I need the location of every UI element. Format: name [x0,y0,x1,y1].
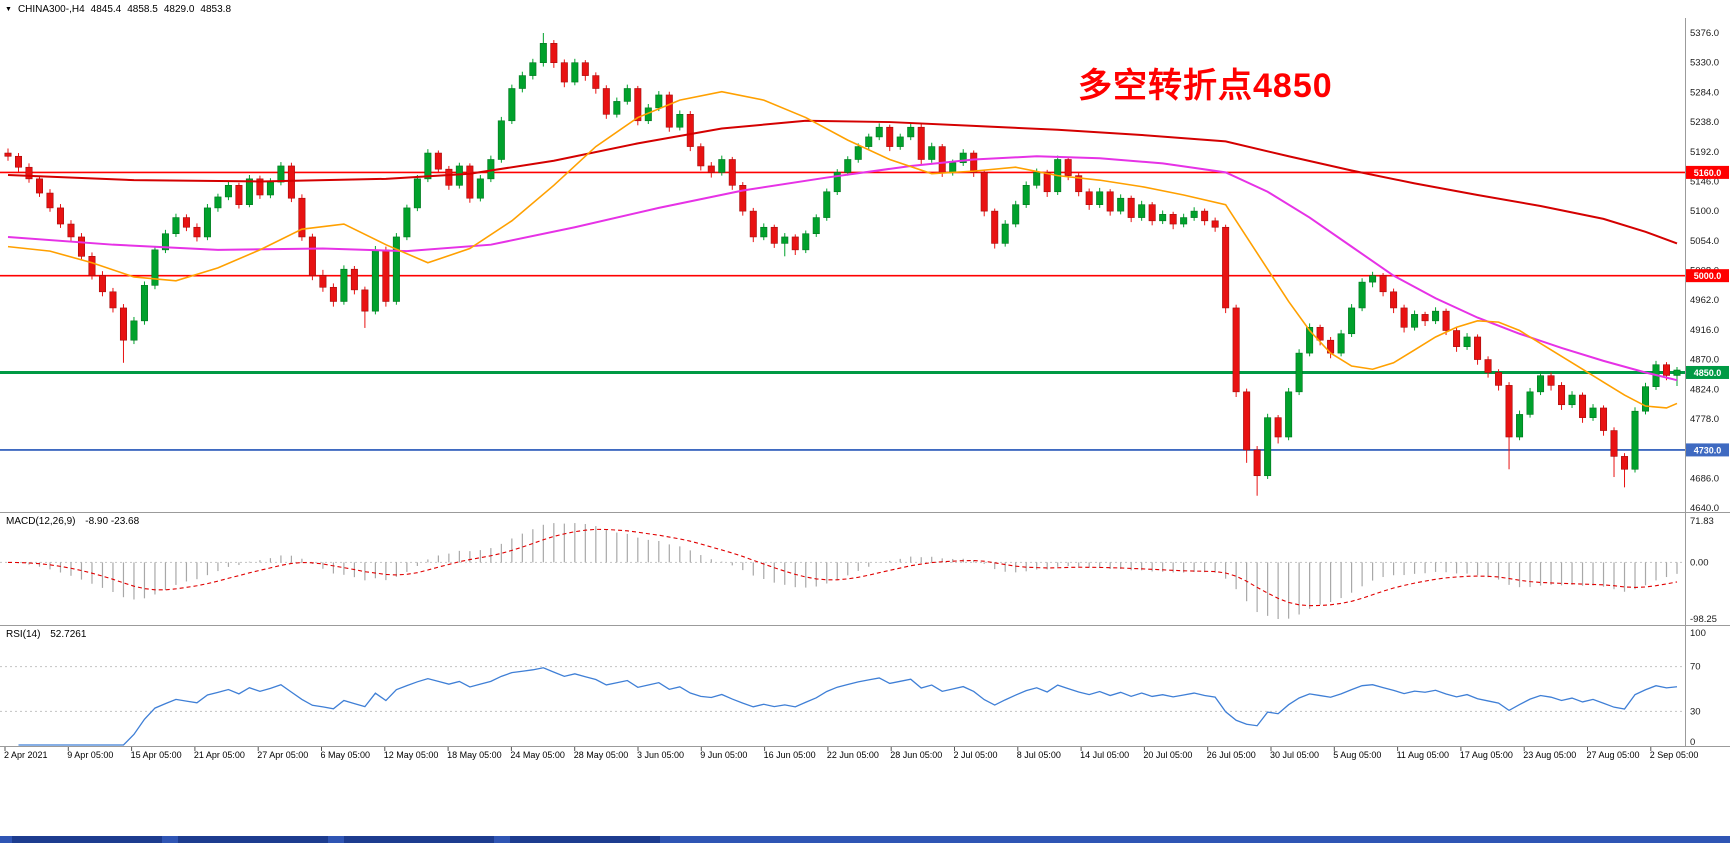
ohlc-open: 4845.4 [90,4,122,15]
rsi-axis-label: 30 [1690,706,1701,717]
rsi-value: 52.7261 [50,629,87,640]
price-level-badge-label: 4850.0 [1694,368,1722,378]
price-axis-label: 4640.0 [1690,503,1719,514]
time-axis-label: 24 May 05:00 [510,750,565,760]
ma-line-fast-orange [7,90,1678,409]
price-axis-label: 5146.0 [1690,176,1719,187]
ma-line-slow-red [7,119,1678,245]
symbol-title: CHINA300-,H4 [17,4,85,15]
price-level-badge [1686,165,1729,179]
rsi-name: RSI(14) [6,629,41,640]
price-axis[interactable]: 5376.0 5330.0 5284.0 5238.0 5192.0 5146.0 5100… [1686,28,1729,748]
time-axis-label: 12 May 05:00 [383,750,439,760]
price-level-badge [1686,365,1729,379]
time-axis-label: 11 Aug 05:00 [1396,750,1449,760]
ma-line-mid-magenta [7,155,1678,382]
macd-values: -8.90 -23.68 [85,516,140,527]
time-axis-label: 14 Jul 05:00 [1080,750,1130,760]
price-axis-label: 4916.0 [1690,325,1719,336]
time-axis-label: 28 May 05:00 [573,750,629,760]
taskbar-segment [510,836,660,843]
price-level-badge [1686,269,1729,283]
time-axis-label: 30 Jul 05:00 [1270,750,1320,760]
price-axis-label: 5192.0 [1690,147,1719,158]
time-axis-label: 18 May 05:00 [447,750,502,760]
time-axis-label: 8 Jul 05:00 [1016,750,1061,760]
rsi-axis-label: 0 [1690,737,1695,748]
time-axis-label: 2 Sep 05:00 [1649,750,1699,760]
taskbar[interactable] [0,836,1730,843]
price-axis-label: 4686.0 [1690,473,1719,484]
macd-axis-label: 71.83 [1690,516,1714,527]
candles-layer [4,33,1681,496]
time-axis-label: 17 Aug 05:00 [1459,750,1513,760]
time-axis-label: 2 Jul 05:00 [953,750,998,760]
price-axis-label: 5330.0 [1690,58,1719,69]
rsi-line [18,667,1678,746]
time-axis-label: 9 Jun 05:00 [700,750,748,760]
price-axis-label: 5238.0 [1690,117,1719,128]
price-level-badge-label: 5000.0 [1694,271,1722,281]
price-level-lines[interactable] [0,171,1685,451]
time-axis-label: 15 Apr 05:00 [130,750,182,760]
time-axis-label: 27 Apr 05:00 [257,750,309,760]
time-axis[interactable]: 2 Apr 2021 9 Apr 05:00 15 Apr 05:00 21 Apr … [0,748,1730,764]
rsi-axis-label: 70 [1690,662,1701,673]
ohlc-low: 4829.0 [163,4,195,15]
time-axis-label: 23 Aug 05:00 [1523,750,1577,760]
price-axis-label: 4778.0 [1690,414,1719,425]
time-axis-label: 6 May 05:00 [320,750,371,760]
time-axis-label: 5 Aug 05:00 [1333,750,1382,760]
rsi-axis-label: 100 [1690,628,1706,639]
price-axis-label: 4870.0 [1690,355,1719,366]
macd-axis-label: -98.25 [1690,614,1717,625]
price-axis-label: 5376.0 [1690,28,1719,39]
time-axis-label: 26 Jul 05:00 [1206,750,1256,760]
price-axis-label: 5100.0 [1690,206,1719,217]
taskbar-segment [344,836,494,843]
time-axis-label: 9 Apr 05:00 [67,750,114,760]
ohlc-close: 4853.8 [200,4,232,15]
time-axis-label: 3 Jun 05:00 [637,750,685,760]
price-axis-label: 5284.0 [1690,87,1719,98]
taskbar-segment [178,836,328,843]
macd-axis-label: 0.00 [1690,557,1709,568]
price-level-badge-label: 5160.0 [1694,168,1722,178]
price-level-badge [1686,443,1729,457]
price-axis-label: 4962.0 [1690,295,1719,306]
annotation-text[interactable]: 多空转折点4850 [1078,67,1333,105]
time-axis-label: 28 Jun 05:00 [890,750,943,760]
price-level-badge-label: 4730.0 [1694,445,1722,455]
time-axis-label: 16 Jun 05:00 [763,750,816,760]
time-axis-label: 20 Jul 05:00 [1143,750,1193,760]
chart-header: ▼ CHINA300-,H4 4845.4 4858.5 4829.0 4853… [5,4,231,15]
rsi-indicator-label: RSI(14) 52.7261 [6,629,86,640]
macd-histogram [17,523,1678,619]
time-axis-label: 27 Aug 05:00 [1586,750,1640,760]
macd-signal-line [7,528,1678,607]
taskbar-segment [12,836,162,843]
macd-indicator-label: MACD(12,26,9) -8.90 -23.68 [6,516,139,527]
time-axis-label: 21 Apr 05:00 [193,750,245,760]
ohlc-high: 4858.5 [127,4,158,15]
time-axis-label: 2 Apr 2021 [4,750,48,760]
price-axis-label: 4824.0 [1690,384,1719,395]
price-axis-label: 5054.0 [1690,236,1719,247]
triangle-down-icon[interactable]: ▼ [5,6,12,13]
macd-name: MACD(12,26,9) [6,516,76,527]
time-axis-label: 22 Jun 05:00 [826,750,879,760]
